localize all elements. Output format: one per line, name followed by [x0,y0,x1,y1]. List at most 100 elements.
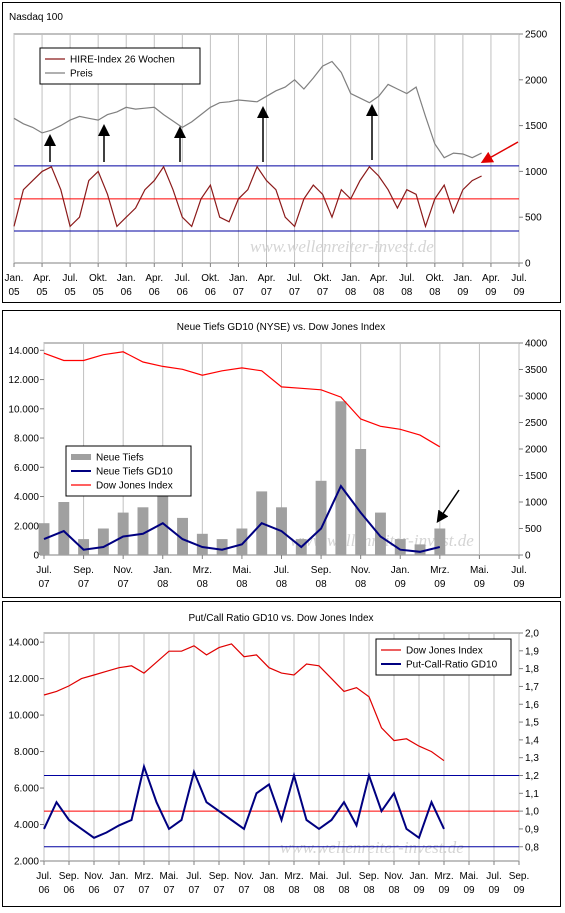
legend-swatch [71,454,91,460]
x-tick-label: Jan. 08 [260,871,279,896]
line-series [43,643,445,762]
x-tick-label: Apr. 05 [33,273,51,298]
x-tick-label: Jan. 06 [117,273,136,298]
bar [335,401,347,555]
bar [414,544,426,555]
x-tick-label: Jul. 08 [274,565,290,590]
legend-label: Preis [70,69,93,80]
bar [137,507,149,555]
x-tick-label: Sep. 07 [209,871,230,896]
bar [375,512,386,555]
y-tick-label: 2000 [525,75,548,86]
x-tick-label: Jan. 09 [410,871,429,896]
y-tick-label: 2500 [525,418,548,429]
x-tick-label: Nov. 06 [84,871,104,896]
legend-label: Dow Jones Index [406,646,483,657]
y-tick-label: 1,5 [525,718,539,729]
arrows [44,104,519,523]
line-series [13,165,482,229]
legend-label: Dow Jones Index [96,481,173,492]
x-tick-label: Jul. 08 [336,871,352,896]
watermark: www.wellenreiter-invest.de [250,237,434,256]
x-tick-label: Sep. 06 [59,871,80,896]
x-tick-label: Sep. 07 [73,565,94,590]
y-tick-label: 3000 [525,392,548,403]
legend-label: Neue Tiefs [96,453,144,464]
y-tick-label: 1,4 [525,735,539,746]
x-tick-label: Jul. 06 [36,871,52,896]
y-tick-label: 2500 [525,30,548,41]
y-tick-label: 8.000 [14,747,39,758]
chart-title: Put/Call Ratio GD10 vs. Dow Jones Index [188,613,373,624]
x-tick-label: Apr. 06 [145,273,163,298]
y-tick-label: 0 [33,551,39,562]
arrow [436,489,460,523]
y-tick-label: 2.000 [14,521,39,532]
y-tick-label: 1,0 [525,807,539,818]
legend-label: Neue Tiefs GD10 [96,467,173,478]
x-tick-label: Jan. 08 [341,273,360,298]
x-tick-label: Apr. 09 [482,273,500,298]
x-tick-label: Okt. 08 [426,273,444,298]
bar [157,464,169,555]
y-tick-label: 4.000 [14,492,39,503]
x-tick-label: Apr. 07 [258,273,276,298]
line-series [43,484,441,553]
y-tick-label: 1500 [525,121,548,132]
x-tick-label: Jan. 05 [5,273,24,298]
legend-label: HIRE-Index 26 Wochen [70,55,175,66]
y-tick-label: 12.000 [8,375,39,386]
chart-title: Nasdaq 100 [9,12,63,23]
y-tick-label: 2.000 [14,857,39,868]
watermark: www.wellenreiter-invest.de [280,838,464,857]
x-tick-label: Okt. 06 [201,273,219,298]
line-series [13,60,482,159]
bar [196,533,208,555]
y-tick-label: 3500 [525,365,548,376]
x-tick-label: Jul. 09 [511,565,527,590]
y-tick-label: 1,8 [525,664,539,675]
x-tick-label: Jul. 07 [36,565,52,590]
x-tick-label: Jan. 07 [229,273,248,298]
x-tick-label: Jul. 09 [486,871,502,896]
bar [236,528,248,555]
y-tick-label: 1500 [525,471,548,482]
y-tick-label: 10.000 [8,711,39,722]
x-tick-label: Sep. 08 [359,871,380,896]
x-tick-label: Jan. 07 [110,871,129,896]
x-tick-label: Jan. 09 [391,565,410,590]
y-tick-label: 1000 [525,167,548,178]
x-tick-label: Mrz. 08 [193,565,212,590]
bar [58,502,70,555]
y-tick-label: 1,2 [525,771,539,782]
y-tick-label: 6.000 [14,463,39,474]
bar [434,528,446,555]
y-tick-label: 1000 [525,498,548,509]
bar [177,517,188,555]
line-series [43,351,441,448]
bar [216,539,228,555]
x-tick-label: Jul. 07 [287,273,303,298]
y-tick-label: 1,7 [525,682,539,693]
y-tick-label: 0 [525,551,531,562]
bar [78,539,90,555]
y-tick-label: 0 [525,259,531,270]
x-tick-label: Mrz. 07 [134,871,153,896]
line-series [43,763,445,840]
x-tick-label: Jul. 07 [186,871,202,896]
x-tick-label: Okt. 07 [313,273,331,298]
x-tick-label: Sep. 08 [311,565,332,590]
legend-box [39,47,201,85]
x-tick-label: Jan. 09 [453,273,472,298]
x-tick-label: Jul. 08 [399,273,415,298]
y-tick-label: 12.000 [8,674,39,685]
legend-label: Put-Call-Ratio GD10 [406,660,498,671]
y-tick-label: 4000 [525,339,548,350]
y-tick-label: 1,3 [525,753,539,764]
x-tick-label: Mai. 08 [310,871,329,896]
y-tick-label: 2000 [525,445,548,456]
y-tick-label: 0,8 [525,842,539,853]
y-tick-label: 500 [525,524,542,535]
